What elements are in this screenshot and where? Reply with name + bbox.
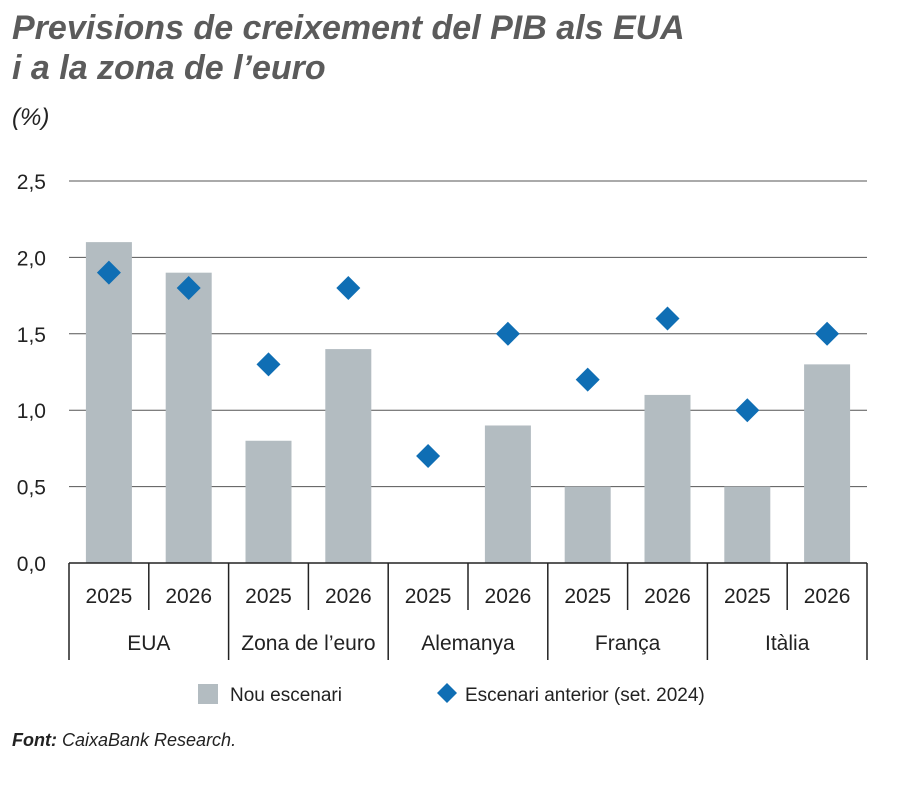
legend-bar-swatch <box>198 684 218 704</box>
diamond-marker <box>575 367 600 392</box>
diamond-marker <box>495 321 520 346</box>
group-label: Alemanya <box>421 632 515 655</box>
y-tick-label: 1,0 <box>17 400 46 423</box>
diamond-marker <box>815 321 840 346</box>
diamond-marker <box>735 398 760 423</box>
diamond-marker <box>336 275 361 300</box>
bar <box>245 440 292 563</box>
diamond-marker <box>176 275 201 300</box>
title-line-2: i a la zona de l’euro <box>12 49 326 87</box>
x-tick-label: 2025 <box>86 585 133 608</box>
source-label: Font: <box>12 730 57 750</box>
group-label: Zona de l’euro <box>241 632 375 655</box>
group-label: EUA <box>127 632 170 655</box>
bar <box>165 272 212 563</box>
x-tick-label: 2025 <box>405 585 452 608</box>
diamond-marker <box>96 260 121 285</box>
bar <box>644 394 691 563</box>
x-tick-label: 2026 <box>485 585 532 608</box>
bar <box>484 425 531 563</box>
bar <box>724 486 771 563</box>
x-tick-label: 2026 <box>165 585 212 608</box>
legend-diamond-swatch <box>437 683 457 703</box>
y-tick-label: 0,0 <box>17 553 46 576</box>
diamond-marker <box>416 444 441 469</box>
bar <box>804 364 851 563</box>
x-tick-label: 2025 <box>564 585 611 608</box>
diamond-marker <box>256 352 281 377</box>
y-tick-label: 2,5 <box>17 171 46 194</box>
group-label: França <box>595 632 661 655</box>
bar <box>564 486 611 563</box>
x-tick-label: 2026 <box>644 585 691 608</box>
legend-label-nou-escenari: Nou escenari <box>230 685 342 706</box>
legend-label-escenari-anterior: Escenari anterior (set. 2024) <box>465 685 705 706</box>
bar <box>85 242 132 563</box>
title-line-1: Previsions de creixement del PIB als EUA <box>12 9 685 47</box>
x-tick-label: 2026 <box>325 585 372 608</box>
x-tick-label: 2025 <box>724 585 771 608</box>
unit-label: (%) <box>12 104 50 131</box>
bar <box>325 349 372 563</box>
x-tick-label: 2025 <box>245 585 292 608</box>
source-note: Font: CaixaBank Research. <box>12 730 236 751</box>
y-tick-label: 1,5 <box>17 324 46 347</box>
y-tick-label: 0,5 <box>17 477 46 500</box>
group-label: Itàlia <box>765 632 810 655</box>
source-text: CaixaBank Research. <box>56 730 237 750</box>
y-tick-label: 2,0 <box>17 247 46 270</box>
x-tick-label: 2026 <box>804 585 851 608</box>
diamond-marker <box>655 306 680 331</box>
chart-title: Previsions de creixement del PIB als EUA… <box>12 8 685 88</box>
